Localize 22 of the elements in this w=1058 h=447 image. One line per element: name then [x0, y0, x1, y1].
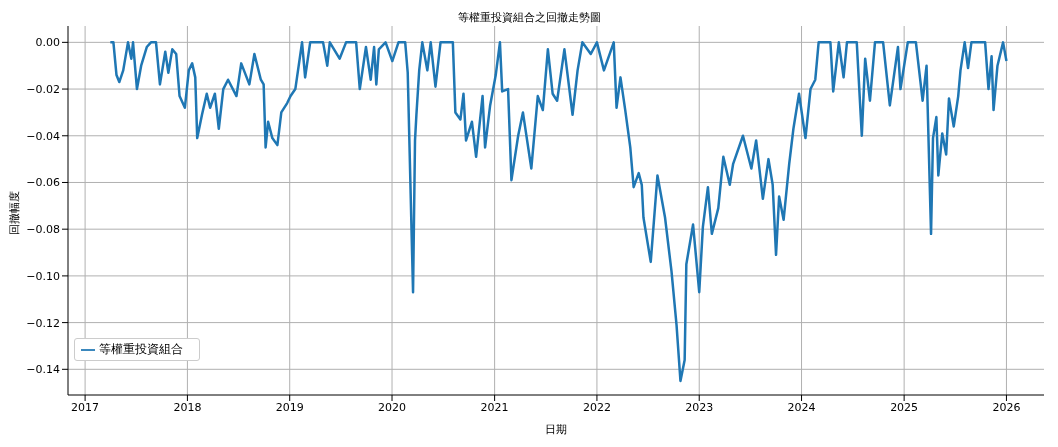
y-tick-label: −0.14 — [26, 363, 60, 377]
x-tick-label: 2021 — [480, 400, 509, 414]
x-tick-label: 2017 — [71, 400, 100, 414]
y-tick-label: −0.08 — [26, 223, 60, 237]
x-tick-label: 2025 — [890, 400, 919, 414]
x-tick-label: 2019 — [275, 400, 304, 414]
y-tick-label: −0.04 — [26, 129, 60, 143]
y-tick-label: −0.02 — [26, 82, 60, 96]
x-tick-label: 2022 — [582, 400, 611, 414]
x-tick-label: 2023 — [685, 400, 714, 414]
legend-label: 等權重投資組合 — [99, 342, 183, 356]
x-tick-label: 2024 — [787, 400, 816, 414]
x-tick-label: 2026 — [992, 400, 1021, 414]
y-tick-label: −0.10 — [26, 269, 60, 283]
x-tick-label: 2020 — [378, 400, 407, 414]
y-tick-label: −0.06 — [26, 176, 60, 190]
y-axis-title: 回撤幅度 — [7, 190, 21, 235]
x-tick-label: 2018 — [173, 400, 202, 414]
x-axis-title: 日期 — [545, 423, 567, 436]
chart-title: 等權重投資組合之回撤走勢圖 — [456, 10, 602, 25]
y-tick-label: 0.00 — [35, 36, 60, 50]
y-tick-label: −0.12 — [26, 316, 60, 330]
